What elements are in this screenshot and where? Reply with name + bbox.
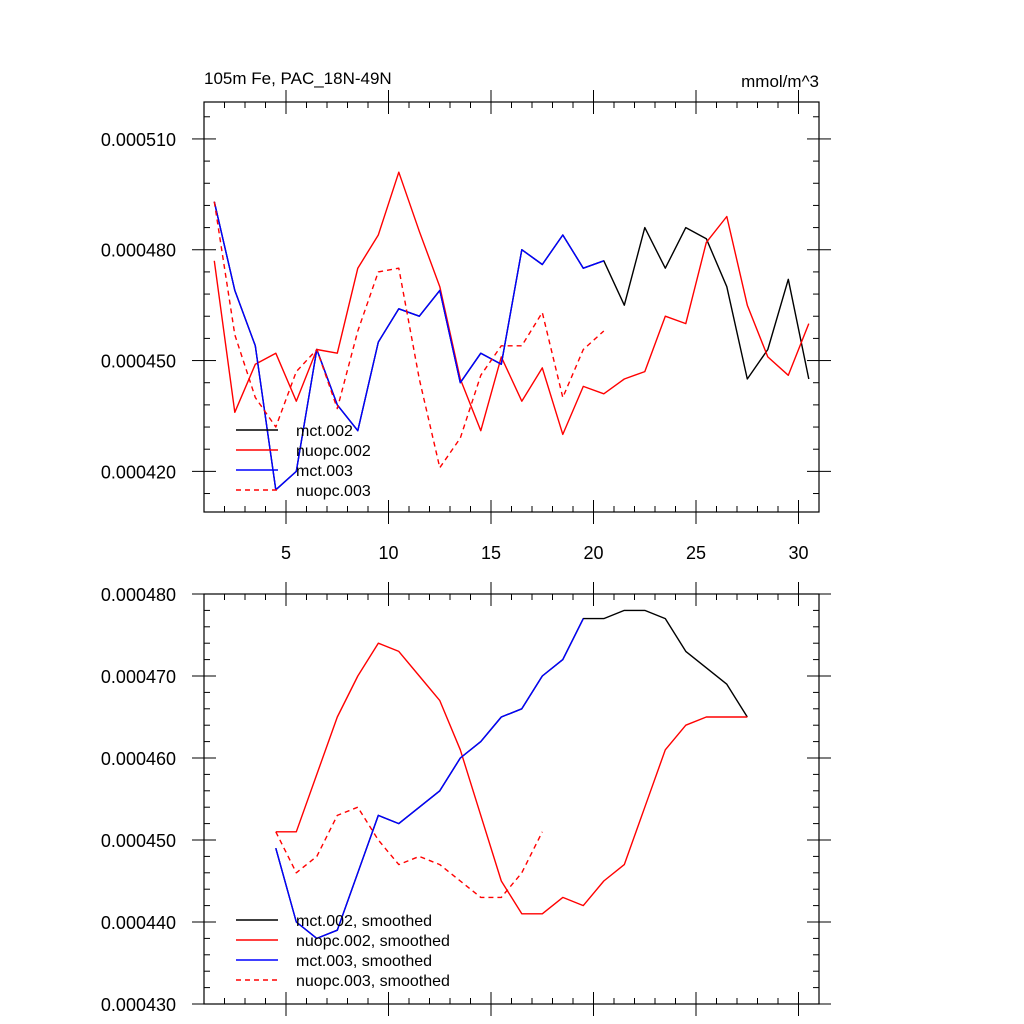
bottom-series-lines [275, 609, 748, 940]
top-y-tick-label: 0.000480 [101, 241, 176, 261]
bottom-panel: 0.000430 0.000440 0.000450 0.000460 0.000470… [101, 582, 831, 1016]
top-series-line-3 [213, 201, 605, 469]
bottom-y-tick-label: 0.000470 [101, 667, 176, 687]
bottom-series-line-3 [275, 806, 543, 899]
bottom-legend-label: mct.003, smoothed [296, 953, 432, 970]
top-ticks: 5 10 15 20 25 30 0.000420 0.000450 0.000480 0.000… [101, 90, 831, 563]
top-legend-label: nuopc.003 [296, 483, 371, 500]
bottom-legend-label: mct.002, smoothed [296, 913, 432, 930]
bottom-ticks: 0.000430 0.000440 0.000450 0.000460 0.000470… [101, 582, 831, 1016]
bottom-y-tick-label: 0.000480 [101, 585, 176, 605]
top-series-lines [213, 171, 810, 491]
top-y-tick-label: 0.000510 [101, 130, 176, 150]
bottom-series-line-1 [275, 642, 748, 915]
top-series-line-1 [213, 171, 810, 436]
bottom-legend: mct.002, smoothed nuopc.002, smoothed mct.… [236, 913, 450, 990]
bottom-y-tick-label: 0.000430 [101, 995, 176, 1015]
top-series-line-2 [213, 201, 605, 491]
top-chart-title: 105m Fe, PAC_18N-49N [204, 69, 392, 88]
top-x-tick-label: 25 [686, 543, 706, 563]
top-x-tick-label: 10 [378, 543, 398, 563]
top-panel: 105m Fe, PAC_18N-49N mmol/m^3 5 10 15 20 25 3… [101, 69, 831, 563]
bottom-y-tick-label: 0.000440 [101, 913, 176, 933]
top-y-tick-label: 0.000420 [101, 462, 176, 482]
top-units-label: mmol/m^3 [741, 72, 819, 91]
top-legend-label: mct.003 [296, 463, 353, 480]
bottom-y-tick-label: 0.000450 [101, 831, 176, 851]
top-x-tick-label: 5 [281, 543, 291, 563]
top-x-tick-label: 15 [481, 543, 501, 563]
top-legend: mct.002 nuopc.002 mct.003 nuopc.003 [236, 423, 371, 500]
top-y-tick-label: 0.000450 [101, 352, 176, 372]
top-legend-label: nuopc.002 [296, 443, 371, 460]
top-legend-label: mct.002 [296, 423, 353, 440]
top-x-tick-label: 30 [788, 543, 808, 563]
bottom-legend-label: nuopc.003, smoothed [296, 973, 450, 990]
bottom-legend-label: nuopc.002, smoothed [296, 933, 450, 950]
bottom-series-line-0 [275, 609, 748, 940]
bottom-series-line-2 [275, 618, 584, 940]
bottom-y-tick-label: 0.000460 [101, 749, 176, 769]
top-x-tick-label: 20 [583, 543, 603, 563]
